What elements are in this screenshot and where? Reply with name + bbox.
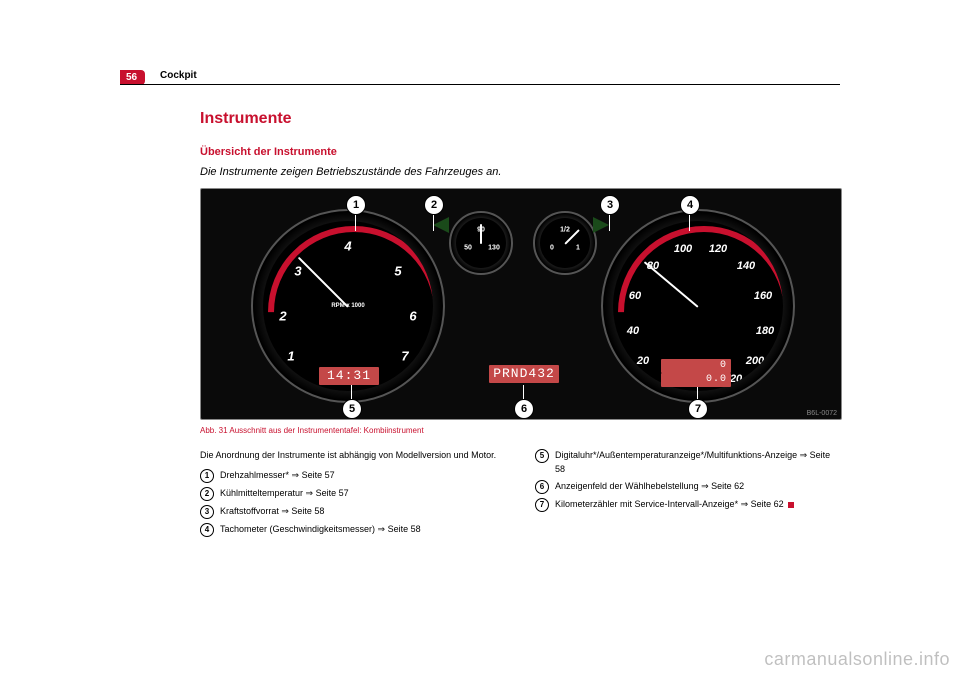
spd-n6: 120 [709,243,727,255]
list-item: 3 Kraftstoffvorrat ⇒ Seite 58 [200,505,505,519]
spd-n9: 180 [756,325,774,337]
turn-left-icon [429,217,449,233]
image-id: B6L-0072 [807,410,837,417]
figure-caption: Abb. 31 Ausschnitt aus der Instrumentent… [200,426,840,435]
list-text-inner: Kilometerzähler mit Service-Intervall-An… [555,499,784,509]
body-col-left: Die Anordnung der Instrumente ist abhäng… [200,449,505,541]
list-item: 4 Tachometer (Geschwindigkeitsmesser) ⇒ … [200,523,505,537]
list-text: Tachometer (Geschwindigkeitsmesser) ⇒ Se… [220,523,421,537]
list-text: Drehzahlmesser* ⇒ Seite 57 [220,469,335,483]
callout-1: 1 [346,195,366,215]
callout-line-4 [689,213,690,231]
list-item: 7 Kilometerzähler mit Service-Intervall-… [535,498,840,512]
spd-n3: 60 [629,290,641,302]
fuel-l1: 0 [550,245,554,252]
callout-7: 7 [688,399,708,419]
list-num: 3 [200,505,214,519]
list-num: 5 [535,449,549,463]
tach-n3: 3 [294,264,301,279]
list-text: Kühlmitteltemperatur ⇒ Seite 57 [220,487,349,501]
spd-n1: 20 [637,355,649,367]
spd-n10: 200 [746,355,764,367]
fuel-face: 0 1/2 1 [540,218,590,268]
list-item: 1 Drehzahlmesser* ⇒ Seite 57 [200,469,505,483]
list-text: Anzeigenfeld der Wählhebelstellung ⇒ Sei… [555,480,744,494]
temp-needle [480,224,482,244]
callout-5: 5 [342,399,362,419]
tach-n4: 4 [344,239,351,254]
page-number-badge: 56 [120,70,145,85]
tach-lcd: 14:31 [319,367,379,385]
heading-1: Instrumente [200,110,840,128]
spd-n2: 40 [627,325,639,337]
list-text: Kilometerzähler mit Service-Intervall-An… [555,498,794,512]
list-text: Digitaluhr*/Außentemperaturanzeige*/Mult… [555,449,840,476]
list-num: 2 [200,487,214,501]
temp-l1: 50 [464,245,472,252]
callout-line-3 [609,213,610,231]
list-num: 1 [200,469,214,483]
list-item: 6 Anzeigenfeld der Wählhebelstellung ⇒ S… [535,480,840,494]
spd-n7: 140 [737,260,755,272]
callout-4: 4 [680,195,700,215]
fuel-l2: 1/2 [560,227,570,234]
list-text: Kraftstoffvorrat ⇒ Seite 58 [220,505,324,519]
fuel-gauge: 0 1/2 1 [533,211,597,275]
tachometer-face: 1 2 3 4 5 6 7 RPM x 1000 [263,221,433,391]
list-num: 6 [535,480,549,494]
callout-line-2 [433,213,434,231]
header-rule [120,84,840,85]
list-item: 5 Digitaluhr*/Außentemperaturanzeige*/Mu… [535,449,840,476]
heading-2: Übersicht der Instrumente [200,146,840,158]
tach-n7: 7 [401,349,408,364]
lead-text: Die Instrumente zeigen Betriebszustände … [200,166,840,178]
content-area: Instrumente Übersicht der Instrumente Di… [200,110,840,541]
callout-6: 6 [514,399,534,419]
tach-n5: 5 [394,264,401,279]
tach-n2: 2 [279,309,286,324]
instrument-cluster-figure: 1 2 3 4 5 6 7 RPM x 1000 50 90 130 [200,188,842,420]
callout-2: 2 [424,195,444,215]
spd-n8: 160 [754,290,772,302]
spd-lcd-bottom: 0.0 [661,373,731,387]
body-col-right: 5 Digitaluhr*/Außentemperaturanzeige*/Mu… [535,449,840,541]
temp-face: 50 90 130 [456,218,506,268]
list-num: 4 [200,523,214,537]
center-lcd: PRND432 [489,365,559,383]
spd-lcd-top: 0 [661,359,731,373]
callout-3: 3 [600,195,620,215]
tach-n1: 1 [287,349,294,364]
tach-n6: 6 [409,309,416,324]
body-columns: Die Anordnung der Instrumente ist abhäng… [200,449,840,541]
temp-l3: 130 [488,245,500,252]
callout-line-1 [355,213,356,231]
list-item: 2 Kühlmitteltemperatur ⇒ Seite 57 [200,487,505,501]
fuel-l3: 1 [576,245,580,252]
list-num: 7 [535,498,549,512]
body-intro: Die Anordnung der Instrumente ist abhäng… [200,449,505,463]
temp-gauge: 50 90 130 [449,211,513,275]
spd-n5: 100 [674,243,692,255]
section-label: Cockpit [160,70,197,81]
end-marker-icon [788,502,794,508]
watermark: carmanualsonline.info [764,649,950,670]
